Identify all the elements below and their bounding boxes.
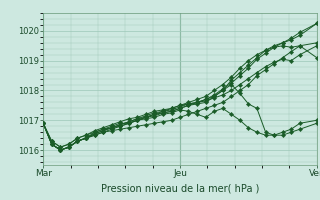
X-axis label: Pression niveau de la mer( hPa ): Pression niveau de la mer( hPa ) xyxy=(101,184,259,194)
